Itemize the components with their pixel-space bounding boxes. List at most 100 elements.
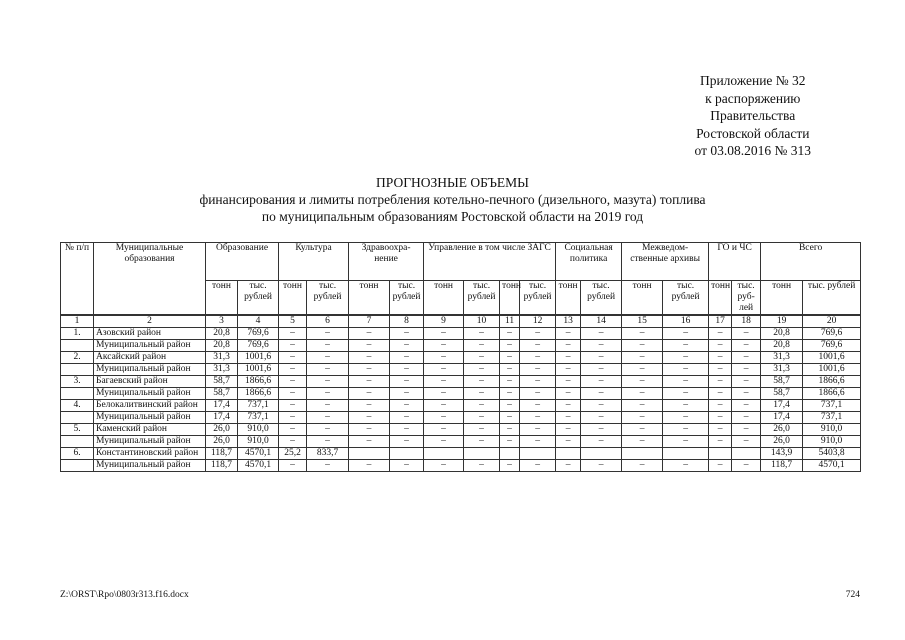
value-cell: – [662, 351, 710, 364]
value-cell: 25,2 [278, 447, 308, 460]
value-cell: 5403,8 [802, 447, 862, 460]
value-cell: 143,9 [760, 447, 804, 460]
value-cell: – [278, 423, 308, 436]
value-cell: 118,7 [205, 447, 238, 460]
value-cell: – [519, 423, 557, 436]
value-cell [580, 447, 623, 460]
value-cell: – [499, 351, 521, 364]
value-cell: 1001,6 [802, 351, 862, 364]
value-cell: 31,3 [760, 351, 804, 364]
value-cell: 58,7 [205, 375, 238, 388]
value-cell: – [306, 351, 350, 364]
value-cell [555, 447, 582, 460]
value-cell: – [306, 411, 350, 424]
value-cell: – [423, 411, 465, 424]
value-cell: 26,0 [205, 423, 238, 436]
value-cell: 4570,1 [236, 447, 280, 460]
value-cell: – [278, 399, 308, 412]
value-cell: – [731, 435, 762, 448]
value-cell: – [621, 459, 664, 472]
value-cell: – [463, 459, 501, 472]
municipality-name: Каменский район [93, 423, 206, 436]
value-cell: – [662, 399, 710, 412]
value-cell: 833,7 [306, 447, 350, 460]
column-number: 15 [621, 314, 664, 328]
column-number: 8 [389, 314, 425, 328]
row-number: 5. [60, 423, 94, 436]
value-cell: – [580, 459, 623, 472]
value-cell: 31,3 [205, 363, 238, 376]
value-cell: – [499, 459, 521, 472]
value-cell: – [348, 411, 391, 424]
value-cell [463, 447, 501, 460]
value-cell: – [621, 339, 664, 352]
header-unit: тыс. рублей [662, 280, 710, 316]
value-cell: – [278, 435, 308, 448]
value-cell: 20,8 [760, 339, 804, 352]
value-cell: – [306, 327, 350, 340]
value-cell: – [519, 435, 557, 448]
value-cell [731, 447, 762, 460]
value-cell: – [389, 459, 425, 472]
table-row: Муниципальный район 26,0 910,0– – – – – – – – – – – –… [60, 435, 862, 448]
value-cell: – [499, 423, 521, 436]
value-cell: – [306, 399, 350, 412]
value-cell: – [662, 339, 710, 352]
value-cell: – [389, 339, 425, 352]
column-number: 9 [423, 314, 465, 328]
value-cell: – [499, 411, 521, 424]
municipality-name: Муниципальный район [93, 363, 206, 376]
municipality-name: Муниципальный район [93, 459, 206, 472]
column-number: 20 [802, 314, 862, 328]
value-cell: 31,3 [205, 351, 238, 364]
header-group: Культура [278, 242, 350, 281]
column-number: 1 [60, 314, 94, 328]
row-number [60, 435, 94, 448]
value-cell: – [423, 423, 465, 436]
municipality-name: Белокалитвинский район [93, 399, 206, 412]
municipality-name: Муниципальный район [93, 435, 206, 448]
header-group: Управление в том числе ЗАГС [423, 242, 557, 281]
value-cell: – [499, 399, 521, 412]
column-number: 14 [580, 314, 623, 328]
column-number: 16 [662, 314, 710, 328]
value-cell: – [519, 411, 557, 424]
value-cell [621, 447, 664, 460]
value-cell: – [519, 459, 557, 472]
value-cell: – [662, 435, 710, 448]
column-number: 7 [348, 314, 391, 328]
page-number: 724 [845, 590, 860, 600]
value-cell: 26,0 [760, 435, 804, 448]
header-unit: тонн [423, 280, 465, 316]
value-cell: 1866,6 [802, 387, 862, 400]
value-cell: – [731, 399, 762, 412]
header-unit: тыс. рублей [236, 280, 280, 316]
value-cell: 20,8 [205, 339, 238, 352]
value-cell: – [499, 363, 521, 376]
value-cell: – [708, 411, 733, 424]
row-number [60, 339, 94, 352]
header-group: Всего [760, 242, 862, 281]
header-unit: тыс. рублей [463, 280, 501, 316]
column-number: 11 [499, 314, 521, 328]
value-cell: 1866,6 [802, 375, 862, 388]
value-cell: – [621, 327, 664, 340]
header-unit: тонн [278, 280, 308, 316]
appendix-line: Приложение № 32 [699, 73, 806, 88]
value-cell: – [423, 387, 465, 400]
value-cell [348, 447, 391, 460]
value-cell: – [662, 411, 710, 424]
value-cell: – [621, 375, 664, 388]
value-cell: – [708, 351, 733, 364]
value-cell: 118,7 [760, 459, 804, 472]
value-cell: – [708, 339, 733, 352]
table-row: Муниципальный район 20,8 769,6– – – – – – – – – – – –… [60, 339, 862, 352]
value-cell: – [621, 411, 664, 424]
value-cell: – [348, 339, 391, 352]
appendix-line: Правительства [710, 108, 796, 123]
value-cell: – [463, 351, 501, 364]
value-cell: – [499, 375, 521, 388]
value-cell: – [731, 411, 762, 424]
table-row: 3. Багаевский район 58,7 1866,6– – – – – – – – – – – –… [60, 375, 862, 388]
value-cell [389, 447, 425, 460]
